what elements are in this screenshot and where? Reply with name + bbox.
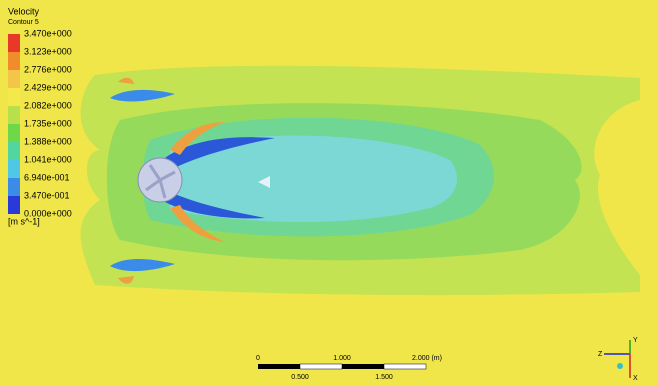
triad-label: X xyxy=(633,375,638,382)
legend-label: 3.470e-001 xyxy=(24,190,70,200)
color-band xyxy=(8,52,20,70)
colorbar xyxy=(8,34,20,214)
color-band xyxy=(8,34,20,52)
legend-label: 1.735e+000 xyxy=(24,118,72,128)
triad-label: Z xyxy=(598,351,603,358)
legend-label: 2.429e+000 xyxy=(24,82,72,92)
legend-label: 3.470e+000 xyxy=(24,28,72,38)
legend-label: 2.776e+000 xyxy=(24,64,72,74)
color-band xyxy=(8,70,20,88)
legend-label: 1.041e+000 xyxy=(24,154,72,164)
triad-label: Y xyxy=(633,337,638,344)
scale-label: 1.000 xyxy=(333,355,351,362)
legend-label: 2.082e+000 xyxy=(24,100,72,110)
scale-label: 0.500 xyxy=(291,374,309,381)
scale-seg xyxy=(300,364,342,369)
legend-unit: [m s^-1] xyxy=(8,216,40,226)
color-band xyxy=(8,160,20,178)
legend-label: 6.940e-001 xyxy=(24,172,70,182)
contour-view: Velocity Contour 5 3.470e+000 3.123e+000 2… xyxy=(0,0,658,385)
scale-seg xyxy=(384,364,426,369)
legend-title: Velocity xyxy=(8,6,40,16)
color-band xyxy=(8,196,20,214)
color-band xyxy=(8,178,20,196)
legend-label: 1.388e+000 xyxy=(24,136,72,146)
scale-label: 1.500 xyxy=(375,374,393,381)
scale-seg xyxy=(258,364,300,369)
scale-label: 2.000 (m) xyxy=(412,355,442,362)
viewport: Velocity Contour 5 3.470e+000 3.123e+000 2… xyxy=(0,0,658,385)
scale-seg xyxy=(342,364,384,369)
color-band xyxy=(8,88,20,106)
legend-label: 3.123e+000 xyxy=(24,46,72,56)
color-band xyxy=(8,106,20,124)
color-band xyxy=(8,142,20,160)
color-band xyxy=(8,124,20,142)
triad-origin xyxy=(617,363,623,369)
scale-label: 0 xyxy=(256,355,260,362)
legend-subtitle: Contour 5 xyxy=(8,19,39,26)
